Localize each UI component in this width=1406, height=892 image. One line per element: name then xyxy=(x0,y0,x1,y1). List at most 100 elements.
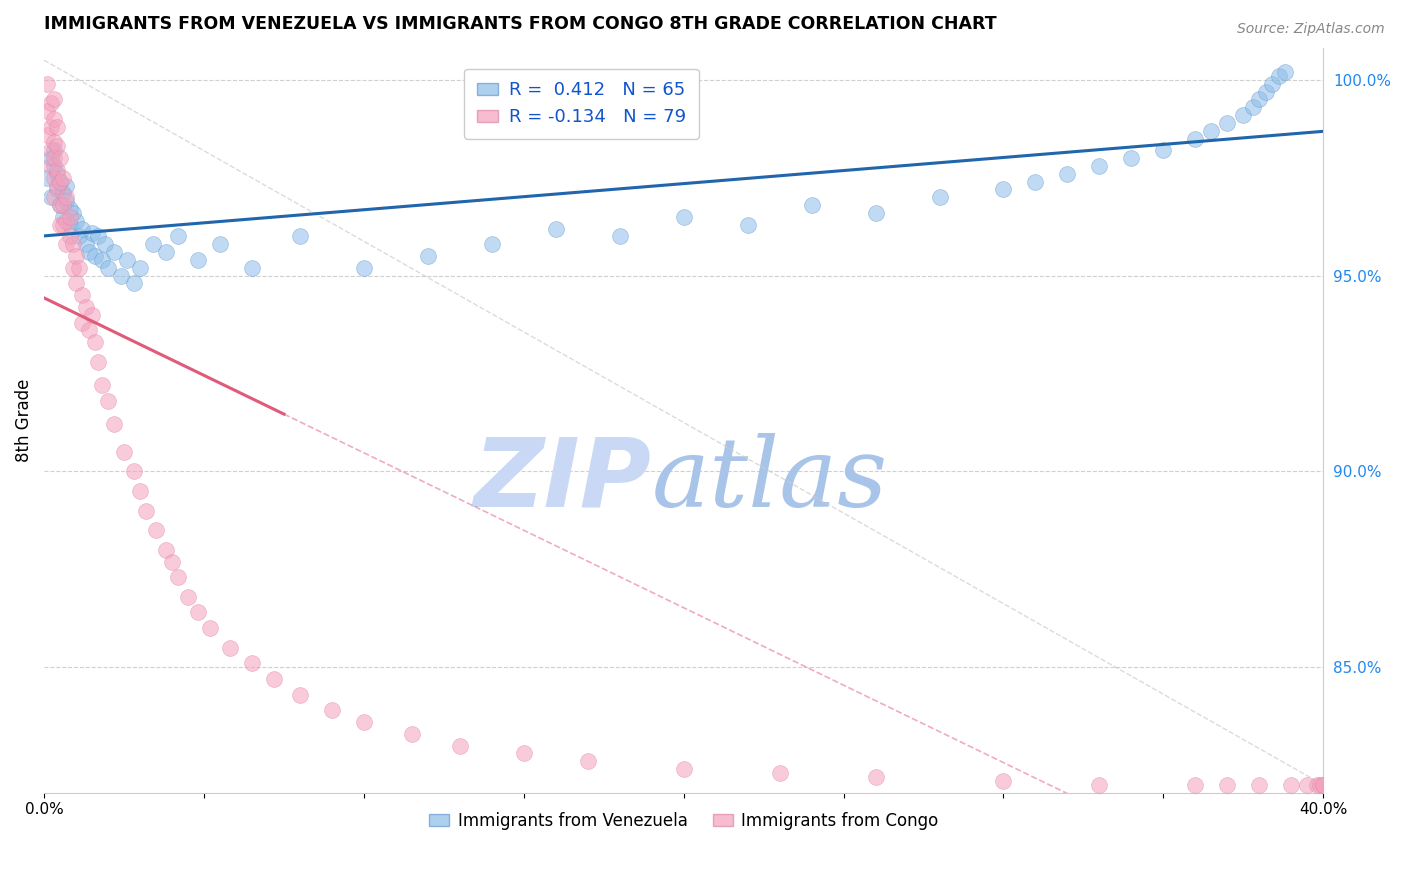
Point xyxy=(62,260,84,275)
Point xyxy=(1306,778,1329,792)
Point xyxy=(800,198,823,212)
Point xyxy=(117,252,139,267)
Point xyxy=(1267,69,1289,83)
Point xyxy=(39,190,62,204)
Point xyxy=(1241,100,1264,114)
Point xyxy=(65,249,87,263)
Point xyxy=(52,186,75,201)
Point xyxy=(37,77,59,91)
Point xyxy=(55,237,77,252)
Point xyxy=(49,175,72,189)
Point xyxy=(42,92,65,106)
Point xyxy=(1261,77,1284,91)
Point xyxy=(122,465,145,479)
Point xyxy=(416,249,439,263)
Point xyxy=(240,260,263,275)
Point xyxy=(993,773,1015,788)
Point xyxy=(84,335,107,350)
Point xyxy=(45,178,67,193)
Point xyxy=(1184,131,1206,145)
Point xyxy=(288,229,311,244)
Point xyxy=(218,640,240,655)
Point xyxy=(737,218,759,232)
Point xyxy=(1279,778,1302,792)
Point xyxy=(49,198,72,212)
Point xyxy=(1216,778,1239,792)
Point xyxy=(353,715,375,730)
Point xyxy=(401,727,423,741)
Point xyxy=(65,277,87,291)
Point xyxy=(155,245,177,260)
Point xyxy=(37,170,59,185)
Point xyxy=(187,252,209,267)
Point xyxy=(45,167,67,181)
Point xyxy=(129,260,152,275)
Point xyxy=(55,194,77,209)
Point xyxy=(1201,124,1223,138)
Point xyxy=(513,747,536,761)
Point xyxy=(167,229,190,244)
Point xyxy=(39,159,62,173)
Point xyxy=(62,206,84,220)
Point xyxy=(321,703,343,717)
Point xyxy=(1254,85,1277,99)
Point xyxy=(110,268,132,283)
Point xyxy=(45,120,67,134)
Point xyxy=(42,136,65,150)
Point xyxy=(42,143,65,157)
Point xyxy=(353,260,375,275)
Point xyxy=(672,210,695,224)
Point xyxy=(993,182,1015,196)
Point xyxy=(90,378,112,392)
Point xyxy=(187,606,209,620)
Point xyxy=(129,484,152,499)
Point xyxy=(928,190,950,204)
Point xyxy=(42,190,65,204)
Point xyxy=(39,120,62,134)
Text: Source: ZipAtlas.com: Source: ZipAtlas.com xyxy=(1237,22,1385,37)
Point xyxy=(1088,159,1111,173)
Point xyxy=(45,139,67,153)
Point xyxy=(49,151,72,165)
Point xyxy=(49,218,72,232)
Point xyxy=(72,288,94,302)
Point xyxy=(45,162,67,177)
Point xyxy=(65,214,87,228)
Point xyxy=(42,112,65,126)
Point xyxy=(52,218,75,232)
Point xyxy=(122,277,145,291)
Point xyxy=(167,570,190,584)
Point xyxy=(37,104,59,119)
Point xyxy=(75,237,97,252)
Point xyxy=(145,523,167,537)
Point xyxy=(59,229,82,244)
Point xyxy=(52,210,75,224)
Point xyxy=(90,252,112,267)
Point xyxy=(544,221,567,235)
Point xyxy=(77,245,100,260)
Text: ZIP: ZIP xyxy=(474,434,652,526)
Point xyxy=(103,417,125,432)
Point xyxy=(1121,151,1143,165)
Point xyxy=(609,229,631,244)
Point xyxy=(52,198,75,212)
Point xyxy=(1216,116,1239,130)
Legend: Immigrants from Venezuela, Immigrants from Congo: Immigrants from Venezuela, Immigrants fr… xyxy=(423,805,945,837)
Point xyxy=(1056,167,1078,181)
Point xyxy=(80,226,103,240)
Y-axis label: 8th Grade: 8th Grade xyxy=(15,379,32,462)
Point xyxy=(39,96,62,111)
Point xyxy=(576,754,599,768)
Point xyxy=(1309,778,1331,792)
Point xyxy=(1249,778,1271,792)
Point xyxy=(1088,778,1111,792)
Point xyxy=(72,316,94,330)
Point xyxy=(55,214,77,228)
Point xyxy=(1312,778,1334,792)
Point xyxy=(55,178,77,193)
Point xyxy=(87,355,110,369)
Point xyxy=(1274,65,1296,79)
Point xyxy=(80,308,103,322)
Point xyxy=(42,151,65,165)
Point xyxy=(1296,778,1319,792)
